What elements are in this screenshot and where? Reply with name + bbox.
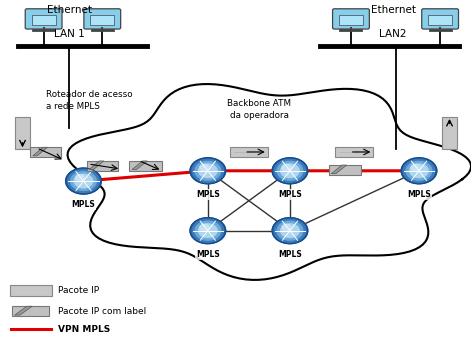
Circle shape — [277, 221, 303, 240]
Circle shape — [272, 218, 308, 244]
Text: MPLS: MPLS — [196, 250, 220, 259]
Circle shape — [200, 164, 209, 171]
Circle shape — [277, 161, 303, 180]
Polygon shape — [15, 306, 32, 315]
Text: Ethernet: Ethernet — [47, 5, 92, 15]
FancyBboxPatch shape — [10, 285, 51, 296]
Text: Roteador de acesso
a rede MPLS: Roteador de acesso a rede MPLS — [46, 90, 133, 111]
Circle shape — [190, 158, 226, 184]
FancyBboxPatch shape — [15, 117, 30, 149]
FancyBboxPatch shape — [12, 306, 49, 316]
Circle shape — [410, 164, 428, 178]
Text: Backbone ATM
da operadora: Backbone ATM da operadora — [228, 99, 292, 120]
Circle shape — [282, 164, 291, 171]
Text: MPLS: MPLS — [196, 190, 220, 199]
Circle shape — [406, 161, 432, 180]
FancyBboxPatch shape — [129, 161, 162, 171]
Circle shape — [281, 164, 299, 178]
Ellipse shape — [88, 90, 449, 268]
Text: MPLS: MPLS — [72, 200, 95, 209]
Circle shape — [71, 172, 96, 190]
Circle shape — [199, 224, 217, 237]
Circle shape — [281, 224, 299, 237]
Circle shape — [199, 164, 217, 178]
Text: VPN MPLS: VPN MPLS — [58, 325, 110, 334]
Text: MPLS: MPLS — [278, 250, 302, 259]
FancyBboxPatch shape — [25, 9, 62, 29]
Circle shape — [411, 164, 420, 171]
Circle shape — [282, 224, 291, 231]
FancyBboxPatch shape — [339, 14, 363, 26]
Circle shape — [190, 218, 226, 244]
Text: Pacote IP: Pacote IP — [58, 286, 99, 295]
Circle shape — [403, 159, 435, 182]
FancyBboxPatch shape — [333, 9, 370, 29]
FancyBboxPatch shape — [329, 165, 361, 175]
FancyBboxPatch shape — [428, 14, 452, 26]
Circle shape — [192, 159, 224, 182]
Circle shape — [195, 161, 221, 180]
Circle shape — [76, 175, 84, 181]
FancyBboxPatch shape — [32, 14, 56, 26]
FancyBboxPatch shape — [84, 9, 121, 29]
Circle shape — [195, 221, 221, 240]
Text: LAN2: LAN2 — [379, 29, 407, 39]
Circle shape — [274, 219, 306, 242]
FancyBboxPatch shape — [87, 161, 118, 171]
Circle shape — [401, 158, 437, 184]
Text: LAN 1: LAN 1 — [54, 29, 85, 39]
Polygon shape — [331, 165, 346, 174]
Polygon shape — [67, 84, 471, 280]
Polygon shape — [89, 161, 104, 169]
FancyBboxPatch shape — [230, 147, 268, 157]
FancyBboxPatch shape — [336, 147, 373, 157]
Circle shape — [66, 168, 101, 194]
FancyBboxPatch shape — [31, 147, 61, 157]
Circle shape — [274, 159, 306, 182]
Circle shape — [200, 224, 209, 231]
Circle shape — [68, 170, 99, 193]
FancyBboxPatch shape — [90, 14, 114, 26]
Text: Pacote IP com label: Pacote IP com label — [58, 307, 146, 316]
Circle shape — [74, 174, 93, 188]
Circle shape — [192, 219, 224, 242]
Text: MPLS: MPLS — [278, 190, 302, 199]
FancyBboxPatch shape — [441, 117, 456, 149]
Polygon shape — [33, 147, 47, 156]
Text: MPLS: MPLS — [407, 190, 431, 199]
Circle shape — [272, 158, 308, 184]
Polygon shape — [132, 161, 147, 169]
Text: Ethernet: Ethernet — [371, 5, 416, 15]
FancyBboxPatch shape — [421, 9, 458, 29]
